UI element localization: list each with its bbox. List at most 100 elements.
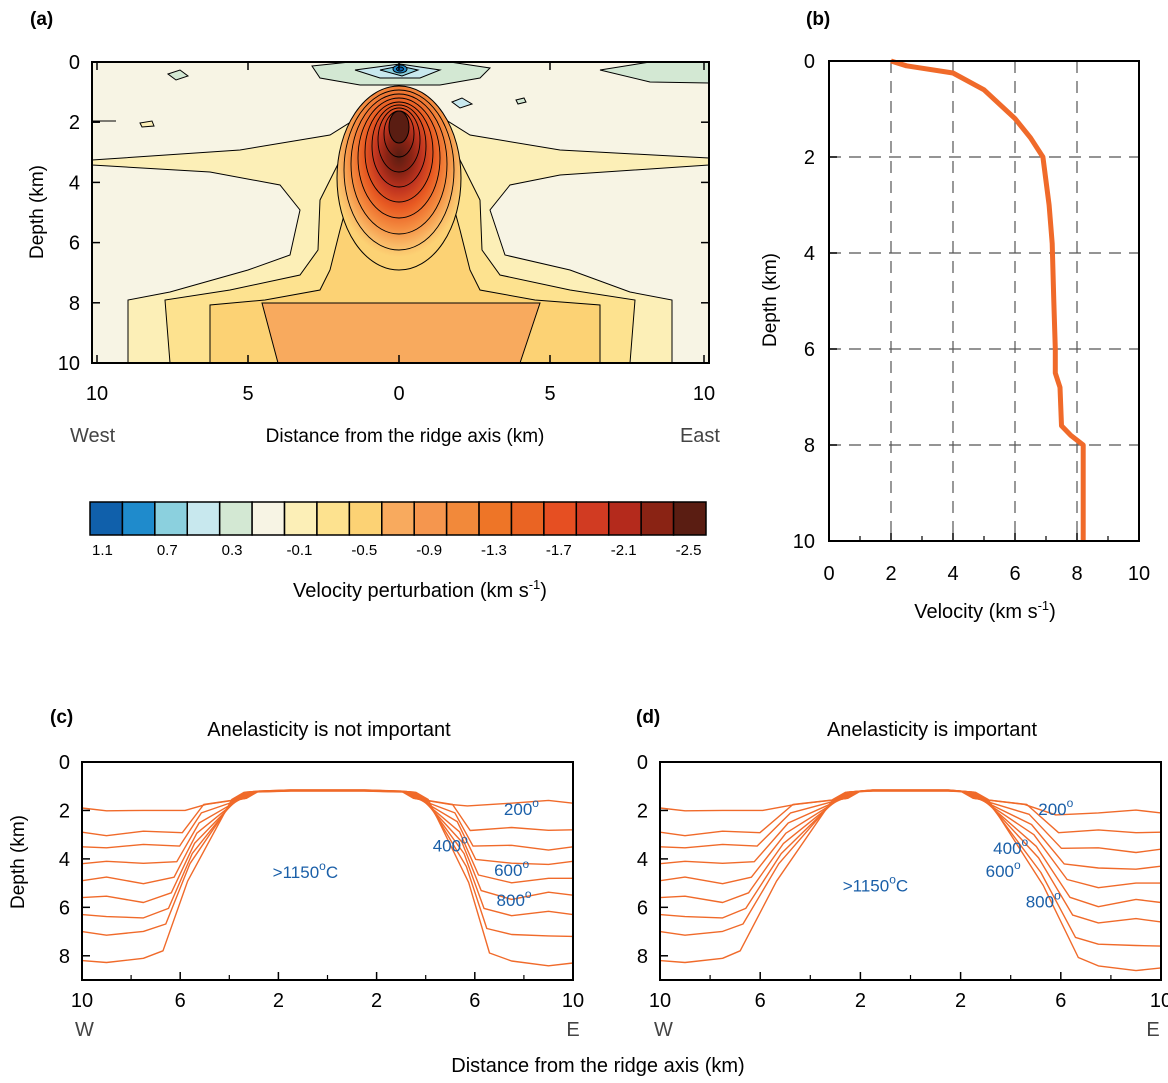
colorbar-label-end: ) (540, 580, 547, 602)
direction-east-a: East (680, 425, 720, 447)
colorbar-tick-label: -1.7 (546, 542, 572, 559)
xtick-label: 2 (855, 990, 866, 1012)
colorbar-swatch (90, 502, 122, 535)
isotherm-line (660, 790, 1161, 815)
ytick-label-a: 4 (69, 172, 80, 194)
colorbar-swatch (544, 502, 576, 535)
ytick-label-a: 8 (69, 293, 80, 315)
xtick-label-b: 4 (947, 563, 958, 585)
colorbar-label: Velocity perturbation (km s-1) (293, 577, 547, 602)
panel-label-a: (a) (30, 9, 53, 30)
ytick-label: 0 (59, 752, 70, 774)
colorbar-tick-label: 0.3 (222, 542, 243, 559)
xtick-label: 10 (562, 990, 584, 1012)
ytick-label-b: 8 (804, 435, 815, 457)
isotherm-label: 800o (1026, 888, 1061, 911)
colorbar-swatch (122, 502, 154, 535)
panel-label-d: (d) (636, 707, 660, 728)
ytick-label: 8 (637, 946, 648, 968)
ytick-label-a: 10 (58, 353, 80, 375)
ytick-label-b: 10 (793, 531, 815, 553)
contour-band-4 (262, 303, 540, 363)
isotherm-line (82, 791, 573, 903)
ylabel-b: Depth (km) (760, 253, 781, 347)
xtick-label-b: 0 (823, 563, 834, 585)
ylabel-c: Depth (km) (8, 815, 29, 909)
isotherm-label-degree: o (525, 887, 532, 901)
isotherms-d (660, 790, 1161, 971)
ytick-label-a: 6 (69, 233, 80, 255)
isotherm-label: 600o (986, 858, 1021, 881)
ytick-label-a: 0 (69, 52, 80, 74)
xtick-label: 10 (649, 990, 671, 1012)
panel-d: (d) Anelasticity is important 10 6 2 2 6 10 0 2… (636, 707, 1168, 1041)
xtick-label-a: 5 (544, 383, 555, 405)
panel-label-c: (c) (50, 707, 73, 728)
colorbar-swatch (252, 502, 284, 535)
colorbar: 1.1 0.7 0.3 -0.1 -0.5 -0.9 -1.3 -1.7 -2.1 -2.5 (90, 502, 706, 559)
ytick-label: 2 (637, 800, 648, 822)
colorbar-tick-label: 1.1 (92, 542, 113, 559)
xtick-label: 6 (175, 990, 186, 1012)
xtick-label-b: 8 (1071, 563, 1082, 585)
xtick-label-a: 10 (86, 383, 108, 405)
xlabel-a: Distance from the ridge axis (km) (266, 426, 545, 447)
ytick-label-b: 6 (804, 339, 815, 361)
isotherm-label-degree: o (461, 833, 468, 847)
colorbar-label-sup: -1 (529, 577, 541, 592)
colorbar-swatch (349, 502, 381, 535)
ytick-label: 6 (59, 897, 70, 919)
colorbar-tick-label: -1.3 (481, 542, 507, 559)
colorbar-swatch (414, 502, 446, 535)
colorbar-swatch (609, 502, 641, 535)
direction-west-a: West (70, 425, 116, 447)
velocity-profile-line (891, 61, 1083, 541)
frame-d (660, 762, 1161, 980)
xtick-label-a: 5 (242, 383, 253, 405)
core-label-unit: C (896, 877, 908, 896)
ytick-label: 0 (637, 752, 648, 774)
isotherm-line (82, 790, 573, 864)
colorbar-tick-label: 0.7 (157, 542, 178, 559)
colorbar-swatch (317, 502, 349, 535)
colorbar-tick-label: -0.9 (416, 542, 442, 559)
panel-b: (b) 0 2 4 6 8 10 0 2 4 6 8 10 Depth (km) Velocity (… (760, 9, 1150, 623)
xtick-label: 2 (955, 990, 966, 1012)
ytick-label: 4 (59, 849, 70, 871)
colorbar-swatch (479, 502, 511, 535)
title-d: Anelasticity is important (827, 719, 1038, 741)
ytick-label: 4 (637, 849, 648, 871)
colorbar-swatch (511, 502, 543, 535)
frame-b (829, 61, 1139, 541)
isotherm-line (82, 790, 573, 850)
xtick-label-b: 6 (1009, 563, 1020, 585)
isotherm-label-degree: o (1022, 835, 1029, 849)
xtick-label-a: 10 (693, 383, 715, 405)
isotherm-label-degree: o (1054, 888, 1061, 902)
colorbar-swatch (641, 502, 673, 535)
isotherm-line (82, 790, 573, 836)
xtick-label: 10 (71, 990, 93, 1012)
xtick-label: 6 (755, 990, 766, 1012)
colorbar-tick-label: -2.1 (611, 542, 637, 559)
colorbar-swatch (155, 502, 187, 535)
title-c: Anelasticity is not important (207, 719, 451, 741)
isotherm-labels-c: 200o 400o 600o 800o >1150oC (273, 796, 540, 910)
isotherm-label: 200o (504, 796, 539, 819)
core-temperature-label: >1150oC (843, 873, 908, 896)
axes-b: 0 2 4 6 8 100246810 (793, 51, 1150, 585)
colorbar-tick-label: -2.5 (676, 542, 702, 559)
direction-east-d: E (1146, 1019, 1159, 1041)
xtick-label: 10 (1150, 990, 1168, 1012)
ytick-label-b: 2 (804, 147, 815, 169)
direction-west-c: W (75, 1019, 94, 1041)
direction-west-d: W (654, 1019, 673, 1041)
isotherm-line (660, 791, 1161, 888)
direction-east-c: E (566, 1019, 579, 1041)
xtick-label-b: 10 (1128, 563, 1150, 585)
xlabel-b-end: ) (1049, 601, 1056, 623)
ytick-label: 8 (59, 946, 70, 968)
colorbar-swatch (447, 502, 479, 535)
ytick-label-b: 4 (804, 243, 815, 265)
